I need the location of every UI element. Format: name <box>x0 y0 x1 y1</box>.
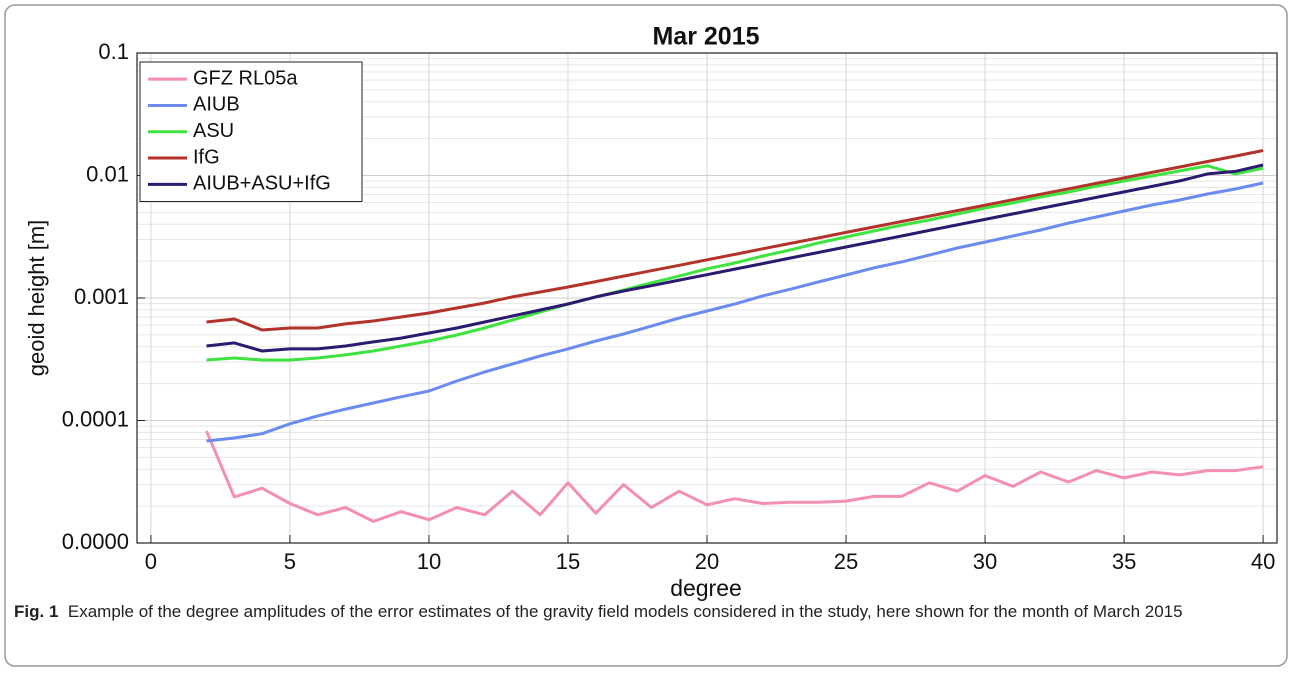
x-tick-label: 10 <box>417 549 441 574</box>
y-axis-label: geoid height [m] <box>24 220 49 377</box>
plot-area: 0 5 10 15 20 25 30 35 40 0.0000 0.0001 0.001 0.01 0.1… <box>62 39 1278 574</box>
x-tick-label: 25 <box>834 549 858 574</box>
data-line <box>206 149 1264 332</box>
x-tick-label: 20 <box>695 549 719 574</box>
chart-title: Mar 2015 <box>652 23 759 51</box>
data-line <box>206 164 1264 362</box>
y-tick-label: 0.1 <box>98 39 129 64</box>
figure-border <box>4 4 1288 667</box>
caption-box: Fig. 1 Example of the degree amplitudes … <box>14 600 1280 623</box>
legend: GFZ RL05a AIUB ASU IfG AIUB+ASU+IfG <box>139 61 363 202</box>
y-tick-label: 0.0000 <box>62 529 129 554</box>
caption-label: Fig. 1 <box>14 602 59 621</box>
data-line <box>206 181 1264 443</box>
x-axis-label: degree <box>670 575 742 601</box>
y-tick-label: 0.0001 <box>62 406 129 431</box>
data-line <box>205 430 1264 523</box>
x-tick-label: 40 <box>1251 549 1275 574</box>
y-tick-label: 0.01 <box>86 161 129 186</box>
legend-label: ASU <box>193 120 234 142</box>
x-tick-label: 5 <box>284 549 296 574</box>
data-line <box>206 163 1264 353</box>
legend-label: AIUB+ASU+IfG <box>193 173 331 195</box>
legend-label: GFZ RL05a <box>193 67 298 89</box>
x-tick-label: 15 <box>556 549 580 574</box>
y-tick-label: 0.001 <box>74 284 129 309</box>
caption: Fig. 1 Example of the degree amplitudes … <box>14 600 1280 623</box>
x-tick-label: 35 <box>1112 549 1136 574</box>
legend-label: IfG <box>193 146 220 168</box>
plot-frame <box>136 52 1278 544</box>
x-tick-label: 30 <box>973 549 997 574</box>
x-tick-label: 0 <box>145 549 157 574</box>
caption-text: Example of the degree amplitudes of the … <box>67 602 1183 621</box>
legend-label: AIUB <box>193 94 240 116</box>
